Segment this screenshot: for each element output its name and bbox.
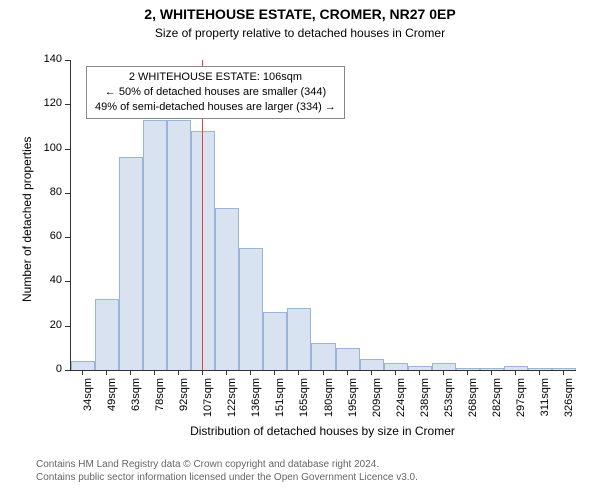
x-tick-label: 63sqm: [130, 378, 142, 428]
x-tick-label: 326sqm: [563, 378, 575, 428]
x-tick-mark: [250, 370, 251, 375]
histogram-bar: [215, 208, 239, 370]
x-tick-label: 107sqm: [202, 378, 214, 428]
histogram-bar: [263, 312, 287, 370]
x-tick-mark: [323, 370, 324, 375]
info-line-1: 2 WHITEHOUSE ESTATE: 106sqm: [95, 70, 336, 85]
x-tick-label: 311sqm: [539, 378, 551, 428]
x-tick-mark: [347, 370, 348, 375]
x-tick-mark: [130, 370, 131, 375]
y-tick-label: 0: [32, 363, 62, 375]
x-tick-mark: [467, 370, 468, 375]
x-tick-label: 78sqm: [154, 378, 166, 428]
x-tick-mark: [371, 370, 372, 375]
histogram-bar: [119, 157, 143, 370]
histogram-bar: [336, 348, 360, 370]
footer-line-2: Contains public sector information licen…: [36, 471, 418, 484]
y-tick-mark: [65, 281, 70, 282]
y-tick-mark: [65, 60, 70, 61]
y-tick-label: 100: [32, 142, 62, 154]
x-tick-label: 195sqm: [347, 378, 359, 428]
x-tick-label: 209sqm: [371, 378, 383, 428]
x-tick-mark: [82, 370, 83, 375]
x-tick-label: 151sqm: [274, 378, 286, 428]
x-tick-mark: [274, 370, 275, 375]
x-tick-mark: [178, 370, 179, 375]
x-tick-mark: [202, 370, 203, 375]
chart-subtitle: Size of property relative to detached ho…: [0, 26, 600, 40]
histogram-bar: [432, 363, 456, 370]
histogram-bar: [239, 248, 263, 370]
chart-title: 2, WHITEHOUSE ESTATE, CROMER, NR27 0EP: [0, 6, 600, 22]
x-tick-label: 49sqm: [106, 378, 118, 428]
x-tick-mark: [563, 370, 564, 375]
x-tick-mark: [298, 370, 299, 375]
histogram-bar: [95, 299, 119, 370]
info-line-2: ← 50% of detached houses are smaller (34…: [95, 85, 336, 100]
x-tick-label: 297sqm: [515, 378, 527, 428]
info-box: 2 WHITEHOUSE ESTATE: 106sqm ← 50% of det…: [86, 66, 345, 119]
x-tick-mark: [419, 370, 420, 375]
y-tick-mark: [65, 149, 70, 150]
x-tick-mark: [491, 370, 492, 375]
y-tick-mark: [65, 326, 70, 327]
info-line-3: 49% of semi-detached houses are larger (…: [95, 100, 336, 115]
x-tick-mark: [395, 370, 396, 375]
x-tick-label: 282sqm: [491, 378, 503, 428]
x-tick-mark: [539, 370, 540, 375]
y-tick-label: 140: [32, 53, 62, 65]
histogram-bar: [143, 120, 167, 370]
x-tick-mark: [154, 370, 155, 375]
footer: Contains HM Land Registry data © Crown c…: [36, 458, 418, 484]
x-tick-label: 253sqm: [443, 378, 455, 428]
x-tick-label: 92sqm: [178, 378, 190, 428]
x-tick-label: 165sqm: [298, 378, 310, 428]
y-tick-label: 40: [32, 274, 62, 286]
histogram-bar: [167, 120, 191, 370]
histogram-bar: [384, 363, 408, 370]
footer-line-1: Contains HM Land Registry data © Crown c…: [36, 458, 418, 471]
y-tick-mark: [65, 237, 70, 238]
x-tick-label: 136sqm: [250, 378, 262, 428]
y-tick-label: 20: [32, 319, 62, 331]
histogram-bar: [360, 359, 384, 370]
x-tick-label: 224sqm: [395, 378, 407, 428]
x-tick-label: 122sqm: [226, 378, 238, 428]
histogram-bar: [287, 308, 311, 370]
x-tick-mark: [443, 370, 444, 375]
histogram-bar: [191, 131, 215, 370]
x-tick-mark: [515, 370, 516, 375]
y-tick-mark: [65, 104, 70, 105]
x-tick-label: 238sqm: [419, 378, 431, 428]
chart-container: 2, WHITEHOUSE ESTATE, CROMER, NR27 0EP S…: [0, 0, 600, 500]
x-tick-mark: [106, 370, 107, 375]
x-tick-label: 268sqm: [467, 378, 479, 428]
histogram-bar: [71, 361, 95, 370]
y-tick-label: 60: [32, 230, 62, 242]
x-tick-label: 180sqm: [323, 378, 335, 428]
y-tick-mark: [65, 370, 70, 371]
y-tick-label: 120: [32, 97, 62, 109]
y-tick-label: 80: [32, 186, 62, 198]
x-tick-mark: [226, 370, 227, 375]
histogram-bar: [311, 343, 335, 370]
x-tick-label: 34sqm: [82, 378, 94, 428]
y-tick-mark: [65, 193, 70, 194]
